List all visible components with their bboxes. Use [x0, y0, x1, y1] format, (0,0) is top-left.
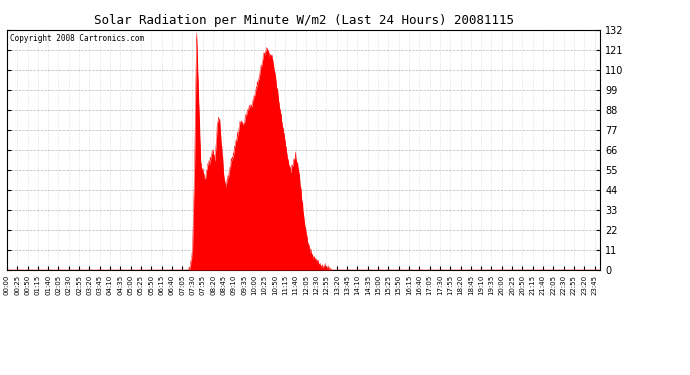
Title: Solar Radiation per Minute W/m2 (Last 24 Hours) 20081115: Solar Radiation per Minute W/m2 (Last 24…	[94, 15, 513, 27]
Text: Copyright 2008 Cartronics.com: Copyright 2008 Cartronics.com	[10, 34, 144, 43]
